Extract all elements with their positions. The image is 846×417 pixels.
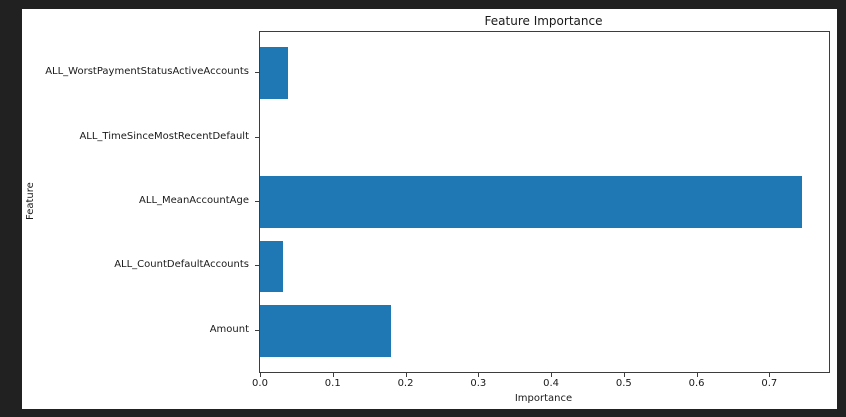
bar bbox=[260, 47, 289, 99]
y-tick-mark bbox=[255, 201, 259, 202]
x-tick-mark bbox=[551, 373, 553, 377]
x-tick-mark bbox=[623, 373, 625, 377]
y-tick-label: Amount bbox=[209, 323, 249, 335]
x-tick-label: 0.5 bbox=[615, 378, 632, 389]
x-axis-label: Importance bbox=[514, 393, 573, 404]
y-tick-mark bbox=[255, 265, 259, 267]
y-tick-label: ALL_MeanAccountAge bbox=[139, 195, 249, 206]
x-tick-mark bbox=[405, 373, 407, 377]
x-tick-mark bbox=[478, 373, 480, 377]
y-tick-label: ALL_CountDefaultAccounts bbox=[114, 259, 249, 271]
x-tick-label: 0.7 bbox=[761, 378, 778, 389]
plot-area bbox=[259, 31, 830, 373]
bar bbox=[260, 305, 391, 357]
x-tick-label: 0.3 bbox=[470, 378, 487, 389]
x-tick-label: 0.6 bbox=[688, 378, 705, 389]
y-tick-label: ALL_TimeSinceMostRecentDefault bbox=[79, 130, 249, 142]
y-tick-label: ALL_WorstPaymentStatusActiveAccounts bbox=[45, 66, 249, 78]
bar bbox=[260, 240, 283, 293]
x-tick-label: 0.1 bbox=[324, 378, 341, 389]
y-tick-mark bbox=[255, 329, 259, 331]
x-tick-mark bbox=[769, 373, 771, 377]
x-tick-label: 0.2 bbox=[397, 378, 414, 389]
x-tick-label: 0.0 bbox=[252, 378, 268, 389]
y-tick-mark bbox=[255, 136, 259, 138]
x-tick-label: 0.4 bbox=[543, 378, 559, 389]
chart-figure: Feature Importance Feature Importance AL… bbox=[22, 9, 837, 409]
y-tick-mark bbox=[255, 72, 259, 74]
x-tick-mark bbox=[260, 373, 261, 377]
x-tick-mark bbox=[696, 373, 698, 377]
chart-title: Feature Importance bbox=[484, 14, 603, 28]
x-tick-mark bbox=[332, 373, 334, 377]
bar bbox=[260, 176, 803, 228]
